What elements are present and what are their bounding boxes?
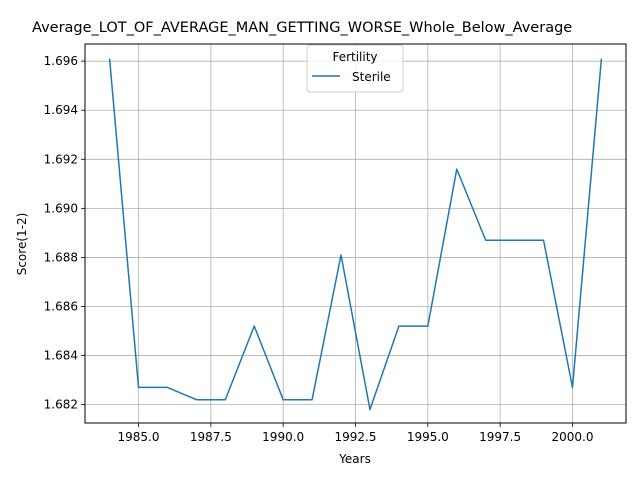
y-tick-label: 1.684 — [44, 349, 78, 363]
legend-title: Fertility — [332, 50, 377, 64]
series-group — [108, 58, 603, 411]
y-tick-label: 1.686 — [44, 299, 78, 313]
legend-box — [306, 44, 404, 93]
x-tick-label: 1997.5 — [479, 430, 521, 444]
y-axis: 1.682 1.684 1.686 1.688 1.690 1.692 1.694 1.696 — [44, 54, 85, 412]
y-tick-label: 1.694 — [44, 103, 78, 117]
y-tick-label: 1.688 — [44, 250, 78, 264]
series-line-sterile — [108, 58, 603, 411]
y-axis-label: Score(1-2) — [15, 213, 29, 276]
y-tick-label: 1.696 — [44, 54, 78, 68]
y-tick-label: 1.690 — [44, 201, 78, 215]
x-tick-label: 1987.5 — [190, 430, 232, 444]
chart-title: Average_LOT_OF_AVERAGE_MAN_GETTING_WORSE… — [32, 20, 572, 36]
x-tick-label: 1990.0 — [262, 430, 304, 444]
legend-item-sterile: Sterile — [352, 70, 391, 84]
grid — [85, 44, 626, 423]
y-tick-label: 1.682 — [44, 398, 78, 412]
x-tick-label: 1985.0 — [118, 430, 160, 444]
legend: Fertility Sterile — [306, 44, 404, 93]
x-axis-label: Years — [338, 452, 371, 466]
x-tick-label: 2000.0 — [551, 430, 593, 444]
x-tick-label: 1992.5 — [335, 430, 377, 444]
x-axis: 1985.0 1987.5 1990.0 1992.5 1995.0 1997.5 2000… — [118, 423, 593, 444]
x-tick-label: 1995.0 — [407, 430, 449, 444]
y-tick-label: 1.692 — [44, 152, 78, 166]
